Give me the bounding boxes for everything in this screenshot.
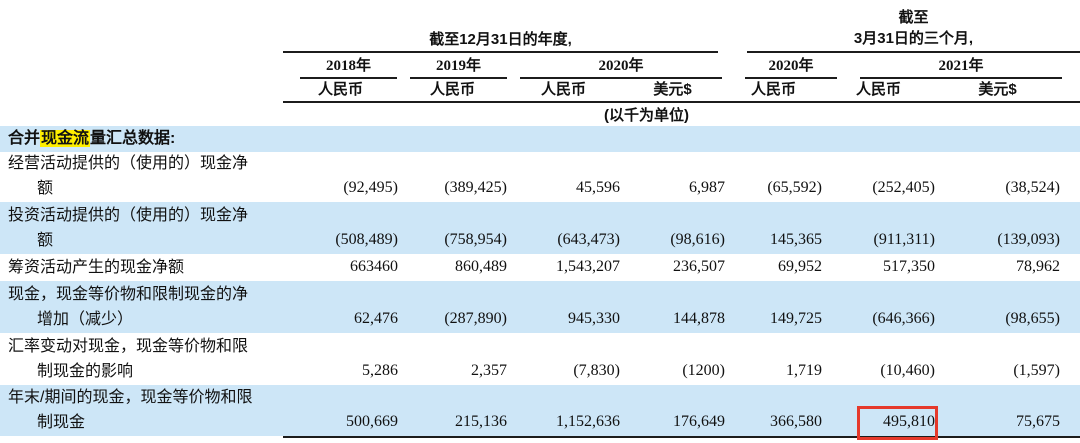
row-label: 年末/期间的现金，现金等价物和限 制现金 — [0, 385, 283, 436]
row-label: 投资活动提供的（使用的）现金净 额 — [0, 203, 283, 254]
unit-note: (以千为单位) — [604, 107, 689, 124]
row-label-line1: 经营活动提供的（使用的）现金净 — [8, 155, 249, 172]
year-header-2020: 2020年 — [520, 56, 722, 79]
row-label: 经营活动提供的（使用的）现金净 额 — [0, 151, 283, 202]
quarter-period-header-line1: 截至 — [898, 9, 929, 26]
value-cell: (98,655) — [1005, 310, 1060, 327]
row-label: 现金，现金等价物和限制现金的净 增加（减少） — [0, 282, 283, 333]
currency-header: 美元$ — [978, 81, 1017, 98]
table-row: 年末/期间的现金，现金等价物和限 制现金 500,669 215,136 1,1… — [0, 385, 1080, 436]
value-cell: (643,473) — [557, 231, 620, 248]
row-label-line1: 筹资活动产生的现金净额 — [8, 259, 185, 276]
row-label: 筹资活动产生的现金净额 — [0, 255, 283, 281]
value-cell: 45,596 — [576, 179, 620, 196]
value-cell: (98,616) — [670, 231, 725, 248]
section-title-post: 量汇总数据: — [90, 130, 176, 147]
value-cell: 2,357 — [471, 362, 507, 379]
currency-header: 美元$ — [653, 81, 692, 98]
value-cell: 75,675 — [1016, 413, 1060, 430]
value-cell: (92,495) — [343, 179, 398, 196]
value-cell: 366,580 — [770, 413, 822, 430]
value-cell: (1,597) — [1013, 362, 1060, 379]
value-cell: (508,489) — [335, 231, 398, 248]
value-cell: 1,152,636 — [556, 413, 620, 430]
row-label-line1: 现金，现金等价物和限制现金的净 — [8, 286, 249, 303]
value-cell: 69,952 — [778, 258, 822, 275]
value-cell: 145,365 — [770, 231, 822, 248]
annual-period-header: 截至12月31日的年度, — [429, 31, 572, 48]
row-label: 汇率变动对现金，现金等价物和限 制现金的影响 — [0, 334, 283, 385]
row-label-line1: 年末/期间的现金，现金等价物和限 — [8, 389, 253, 406]
value-cell: 1,543,207 — [556, 258, 620, 275]
currency-header: 人民币 — [855, 81, 901, 98]
currency-header: 人民币 — [540, 81, 586, 98]
table-row: 现金，现金等价物和限制现金的净 增加（减少） 62,476 (287,890) … — [0, 281, 1080, 333]
value-cell: 5,286 — [362, 362, 398, 379]
year-header-2019: 2019年 — [410, 56, 507, 79]
value-cell: (758,954) — [444, 231, 507, 248]
table-body: 合并现金流量汇总数据: 经营活动提供的（使用的）现金净 额 (92,495) (… — [0, 126, 1080, 436]
quarter-period-header: 截至 3月31日的三个月, — [747, 7, 1080, 49]
value-cell: (646,366) — [872, 310, 935, 327]
table-bottom-rule — [283, 436, 1080, 438]
value-cell: 176,649 — [673, 413, 725, 430]
value-cell: 1,719 — [786, 362, 822, 379]
value-cell: 517,350 — [883, 258, 935, 275]
value-cell: (7,830) — [573, 362, 620, 379]
row-label-line2: 额 — [37, 232, 54, 249]
year-header-2018: 2018年 — [300, 56, 397, 79]
value-cell: 500,669 — [346, 413, 398, 430]
value-cell: (287,890) — [444, 310, 507, 327]
value-cell: 144,878 — [673, 310, 725, 327]
header-bottom-rule — [283, 101, 1080, 103]
row-label-line2: 制现金 — [37, 414, 86, 431]
year-header-2021-q1: 2021年 — [860, 56, 1062, 79]
annual-group-rule — [283, 51, 718, 53]
row-label-line1: 汇率变动对现金，现金等价物和限 — [8, 338, 249, 355]
table-row: 投资活动提供的（使用的）现金净 额 (508,489) (758,954) (6… — [0, 202, 1080, 254]
value-cell: 6,987 — [689, 179, 725, 196]
row-label-line1: 投资活动提供的（使用的）现金净 — [8, 207, 249, 224]
value-cell: (911,311) — [873, 231, 935, 248]
row-label-line2: 额 — [37, 180, 54, 197]
value-cell: (65,592) — [767, 179, 822, 196]
value-cell: 62,476 — [354, 310, 398, 327]
table-row: 汇率变动对现金，现金等价物和限 制现金的影响 5,286 2,357 (7,83… — [0, 333, 1080, 385]
table-row: 经营活动提供的（使用的）现金净 额 (92,495) (389,425) 45,… — [0, 152, 1080, 202]
value-cell: 236,507 — [673, 258, 725, 275]
section-title-pre: 合并 — [8, 130, 41, 147]
section-title-row: 合并现金流量汇总数据: — [0, 126, 1080, 152]
quarter-period-header-line2: 3月31日的三个月, — [853, 30, 974, 47]
search-highlight: 现金流 — [40, 130, 91, 147]
value-cell: (252,405) — [872, 179, 935, 196]
value-cell: 78,962 — [1016, 258, 1060, 275]
value-cell: (139,093) — [997, 231, 1060, 248]
value-cell: 215,136 — [455, 413, 507, 430]
row-label-line2: 制现金的影响 — [37, 363, 134, 380]
currency-header: 人民币 — [429, 81, 475, 98]
value-cell: 860,489 — [455, 258, 507, 275]
value-cell: 945,330 — [568, 310, 620, 327]
currency-header: 人民币 — [750, 81, 796, 98]
value-cell: (38,524) — [1005, 179, 1060, 196]
highlight-red-box — [857, 406, 938, 440]
value-cell: (389,425) — [444, 179, 507, 196]
currency-header: 人民币 — [317, 81, 363, 98]
table-row: 筹资活动产生的现金净额 663460 860,489 1,543,207 236… — [0, 254, 1080, 281]
value-cell: (1200) — [682, 362, 725, 379]
value-cell: (10,460) — [880, 362, 935, 379]
row-label-line2: 增加（减少） — [37, 311, 134, 328]
value-cell: 663460 — [350, 258, 398, 275]
value-cell: 149,725 — [770, 310, 822, 327]
year-header-2020-q1: 2020年 — [745, 56, 837, 79]
quarter-group-rule — [747, 51, 1080, 53]
value-cell: 495,810 — [883, 413, 935, 430]
